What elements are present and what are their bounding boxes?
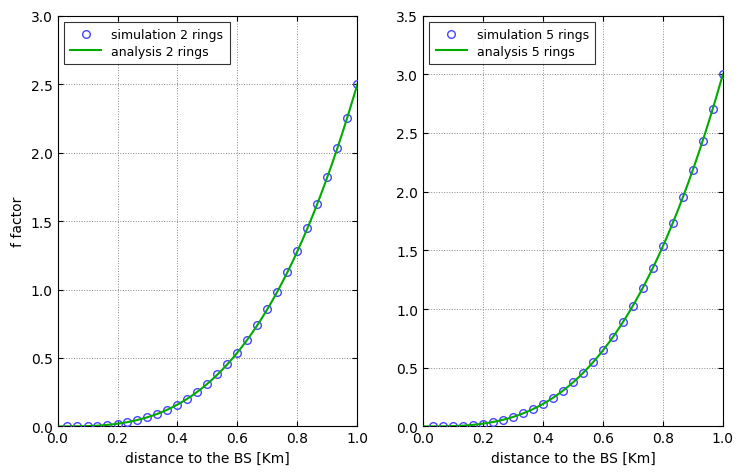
X-axis label: distance to the BS [Km]: distance to the BS [Km]	[125, 451, 290, 465]
simulation 2 rings	[173, 402, 182, 407]
simulation 2 rings	[83, 423, 92, 429]
simulation 2 rings	[293, 249, 302, 255]
simulation 5 rings	[708, 107, 717, 113]
Legend: simulation 5 rings, analysis 5 rings: simulation 5 rings, analysis 5 rings	[429, 23, 595, 65]
simulation 5 rings	[609, 335, 618, 340]
simulation 5 rings	[539, 401, 548, 407]
simulation 2 rings	[123, 419, 132, 425]
simulation 5 rings	[668, 220, 677, 226]
simulation 2 rings	[333, 146, 342, 152]
analysis 5 rings	[419, 424, 428, 429]
simulation 5 rings	[498, 417, 507, 423]
simulation 5 rings	[448, 423, 457, 429]
simulation 5 rings	[568, 380, 577, 386]
analysis 2 rings	[259, 313, 268, 319]
simulation 5 rings	[428, 424, 437, 429]
analysis 2 rings	[287, 262, 296, 268]
simulation 2 rings	[323, 175, 332, 180]
simulation 5 rings	[678, 195, 687, 201]
simulation 5 rings	[659, 244, 668, 249]
simulation 5 rings	[598, 348, 607, 354]
simulation 2 rings	[113, 421, 122, 426]
analysis 2 rings	[292, 250, 301, 256]
Line: simulation 2 rings: simulation 2 rings	[63, 81, 361, 430]
analysis 2 rings	[53, 424, 62, 429]
simulation 2 rings	[302, 226, 311, 232]
simulation 2 rings	[213, 372, 222, 377]
simulation 2 rings	[263, 307, 272, 312]
simulation 2 rings	[233, 350, 242, 356]
Y-axis label: f factor: f factor	[11, 197, 25, 247]
X-axis label: distance to the BS [Km]: distance to the BS [Km]	[491, 451, 656, 465]
analysis 2 rings	[185, 395, 194, 400]
simulation 5 rings	[618, 320, 627, 326]
simulation 2 rings	[283, 270, 292, 276]
simulation 5 rings	[469, 422, 478, 428]
simulation 5 rings	[698, 139, 707, 144]
simulation 5 rings	[509, 414, 518, 420]
simulation 5 rings	[648, 266, 657, 271]
analysis 5 rings	[540, 400, 549, 406]
analysis 5 rings	[551, 394, 559, 399]
Line: simulation 5 rings: simulation 5 rings	[429, 71, 726, 430]
analysis 5 rings	[624, 310, 633, 316]
simulation 5 rings	[589, 360, 597, 366]
simulation 5 rings	[478, 421, 487, 426]
simulation 5 rings	[638, 285, 647, 291]
simulation 2 rings	[93, 423, 102, 428]
simulation 2 rings	[73, 424, 82, 429]
simulation 5 rings	[718, 72, 727, 78]
simulation 2 rings	[243, 337, 252, 343]
simulation 5 rings	[578, 370, 587, 376]
Line: analysis 2 rings: analysis 2 rings	[57, 85, 358, 426]
analysis 5 rings	[653, 257, 662, 263]
simulation 2 rings	[223, 362, 232, 367]
simulation 2 rings	[313, 201, 322, 207]
analysis 2 rings	[353, 82, 362, 88]
simulation 5 rings	[548, 395, 557, 401]
simulation 2 rings	[153, 411, 162, 417]
simulation 5 rings	[558, 388, 567, 394]
simulation 2 rings	[273, 289, 282, 295]
simulation 5 rings	[688, 168, 697, 173]
simulation 2 rings	[103, 422, 112, 428]
analysis 2 rings	[174, 401, 183, 407]
simulation 2 rings	[183, 396, 192, 402]
analysis 5 rings	[658, 245, 667, 251]
analysis 5 rings	[718, 72, 727, 78]
simulation 2 rings	[143, 415, 152, 420]
simulation 2 rings	[203, 381, 212, 387]
analysis 2 rings	[83, 423, 92, 429]
simulation 5 rings	[438, 424, 447, 429]
simulation 5 rings	[629, 303, 638, 309]
simulation 2 rings	[343, 116, 352, 122]
simulation 2 rings	[133, 417, 142, 423]
simulation 5 rings	[489, 419, 498, 425]
Legend: simulation 2 rings, analysis 2 rings: simulation 2 rings, analysis 2 rings	[64, 23, 229, 65]
simulation 2 rings	[253, 323, 261, 328]
simulation 5 rings	[458, 423, 467, 428]
simulation 2 rings	[193, 389, 202, 395]
simulation 2 rings	[63, 424, 72, 429]
simulation 2 rings	[163, 407, 172, 413]
analysis 5 rings	[449, 423, 458, 429]
Line: analysis 5 rings: analysis 5 rings	[423, 75, 723, 426]
simulation 5 rings	[528, 407, 537, 412]
simulation 5 rings	[519, 411, 527, 416]
simulation 2 rings	[353, 82, 362, 88]
